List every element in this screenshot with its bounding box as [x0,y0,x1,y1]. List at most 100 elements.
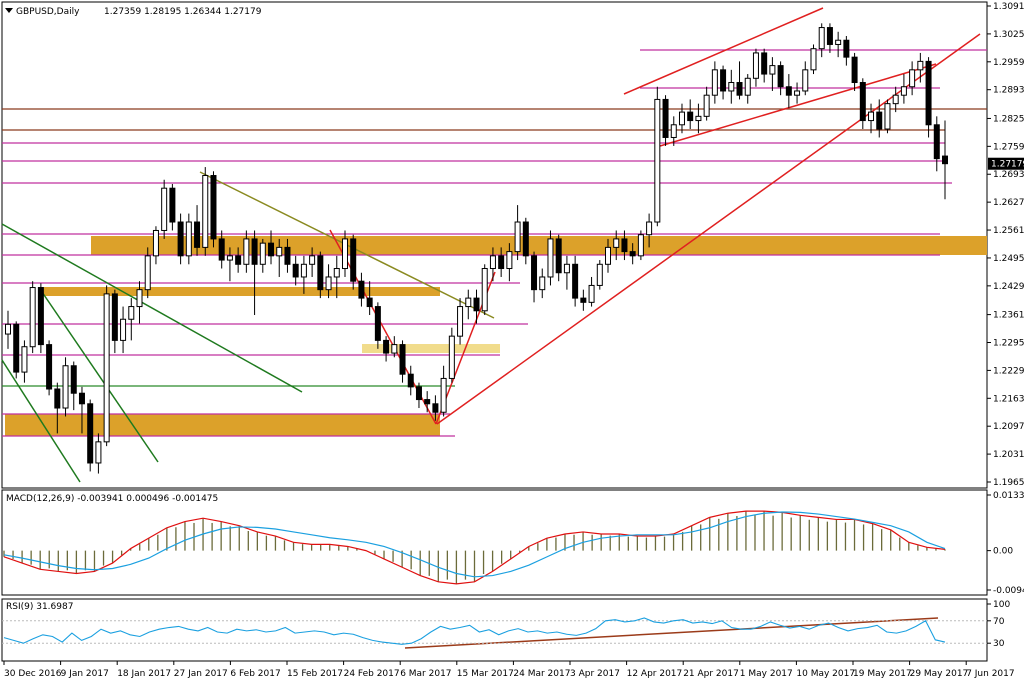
x-tick-label: 3 Apr 2017 [570,669,620,679]
current-price-label: 1.27179 [991,160,1024,170]
candle [5,310,11,349]
title-marker [5,8,13,13]
candle [169,183,176,231]
candle-body [670,124,677,138]
candle-body [629,251,636,257]
candle-body [843,39,850,58]
price-ohlc-header: 1.27359 1.28195 1.26344 1.27179 [104,7,262,17]
macd-tick-label: 0.00 [993,547,1013,557]
price-tick-label: 1.23610 [993,311,1024,321]
candle-body [498,255,505,270]
candle-body [374,306,381,341]
candle-body [933,124,940,160]
candle-body [185,221,192,257]
candle-body [769,65,776,75]
price-tick-label: 1.27590 [993,142,1024,152]
candle [843,36,850,66]
candle-body [152,229,159,257]
candle-body [21,346,28,373]
candle [194,205,201,256]
x-tick-label: 27 Jan 2017 [174,669,228,679]
candle [54,382,61,434]
candle-body [909,69,916,88]
support-zone-0 [91,236,987,255]
candle [103,285,110,447]
x-tick-label: 24 Mar 2017 [513,669,570,679]
price-tick-label: 1.20970 [993,422,1024,432]
candle [563,255,570,290]
candle [605,238,612,273]
candle-body [736,82,743,96]
candle [555,234,562,282]
candle-body [695,115,702,122]
candle [432,395,439,421]
candle-body [169,187,176,223]
x-tick-label: 15 Feb 2017 [287,669,343,679]
candle-body [284,246,291,265]
candle-body [514,221,521,253]
candle [711,61,718,104]
candle [350,234,357,290]
trend-line-1 [1,359,81,483]
candle [489,247,496,282]
candle-body [522,221,529,257]
candle-body [489,255,496,270]
candle [539,268,546,299]
candle [284,238,291,273]
candle-body [424,399,431,405]
candle [152,226,159,265]
rsi-tick-label: 30 [993,639,1005,649]
candle [794,82,801,104]
candle [333,255,340,299]
candle-body [144,255,151,291]
candle [580,289,587,311]
candle [87,399,94,472]
candle-body [70,365,77,394]
candle [29,281,36,354]
candle-body [506,251,513,270]
price-panel: 1.30910 1.30250 1.29590 1.28930 1.28250 1.275… [1,2,1024,488]
candle-body [448,335,455,379]
candle [654,86,661,227]
candle-body [605,246,612,265]
candle-body [678,111,685,126]
x-tick-label: 29 May 2017 [910,669,969,679]
trend-line-9 [404,617,939,649]
rsi-panel: 100 70 30 [2,600,1010,649]
candle-body [547,238,554,278]
candle [243,230,250,273]
candle [21,340,28,383]
price-tick-label: 1.25610 [993,226,1024,236]
candle-body [539,276,546,291]
x-tick-label: 15 Mar 2017 [457,669,514,679]
candle-body [596,263,603,286]
candle [859,78,866,130]
candle [662,95,669,146]
candle [851,52,858,91]
candle [144,247,151,299]
candle [678,103,685,134]
trend-line-8 [659,63,937,147]
candle [777,61,784,96]
candle-body [218,238,225,261]
candle [933,116,940,172]
candle-body [752,52,759,79]
candle [341,230,348,277]
candle-body [103,293,110,443]
panel-frame-1 [1,489,988,596]
candle-body [276,246,283,257]
candle [70,361,77,411]
candle [448,327,455,383]
candle-body [654,98,661,223]
candle [531,251,538,303]
candle [547,230,554,286]
candle [769,57,776,91]
candle-body [350,238,357,282]
candle [909,61,916,96]
candle-body [210,175,217,240]
candle-body [876,111,883,130]
candle-body [259,242,266,265]
candle-body [802,69,809,92]
candle-body [13,323,20,373]
candle-body [268,242,275,257]
